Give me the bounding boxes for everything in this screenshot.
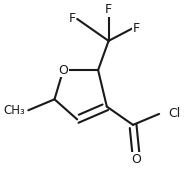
Text: F: F	[105, 3, 112, 16]
Text: F: F	[68, 13, 76, 25]
Text: Cl: Cl	[168, 107, 180, 120]
Text: O: O	[132, 153, 141, 166]
Text: O: O	[58, 64, 68, 77]
Text: F: F	[133, 22, 140, 35]
Text: CH₃: CH₃	[3, 104, 25, 117]
